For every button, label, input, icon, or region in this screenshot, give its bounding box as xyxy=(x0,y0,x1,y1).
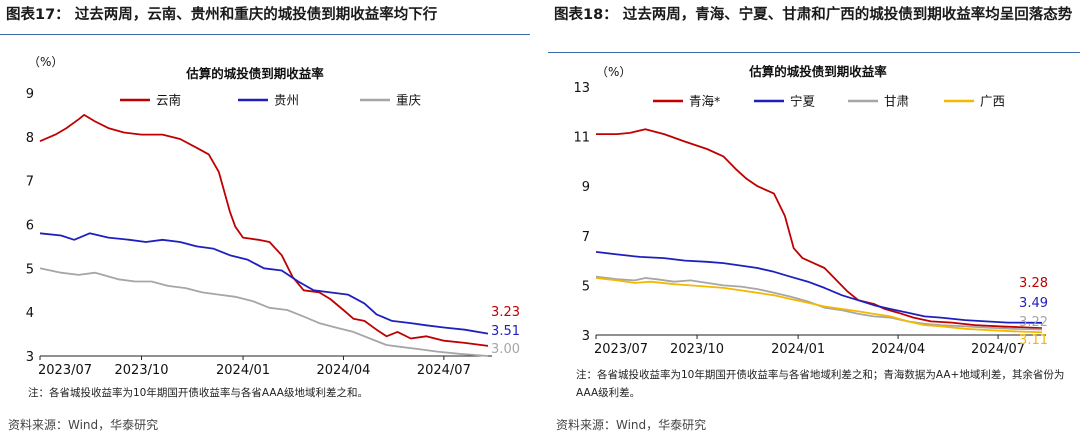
y-tick-label: 11 xyxy=(573,131,590,146)
legend-label: 宁夏 xyxy=(790,94,816,109)
series-line xyxy=(39,267,489,357)
series-line xyxy=(595,275,1043,331)
y-tick-label: 7 xyxy=(26,175,34,190)
series-end-label: 3.28 xyxy=(1019,276,1048,291)
x-tick-label: 2024/01 xyxy=(216,363,270,378)
series-line xyxy=(595,277,1043,334)
y-tick-label: 6 xyxy=(26,219,34,234)
chart-source: 资料来源：Wind，华泰研究 xyxy=(556,418,707,432)
series-line xyxy=(39,232,489,335)
x-tick-label: 2023/07 xyxy=(38,363,92,378)
y-tick-label: 7 xyxy=(582,230,590,245)
legend-label: 广西 xyxy=(980,94,1005,109)
series-end-label: 3.51 xyxy=(491,324,520,339)
series-end-label: 3.22 xyxy=(1019,315,1048,330)
y-tick-label: 9 xyxy=(26,87,34,102)
y-tick-label: 5 xyxy=(582,279,590,294)
series-end-label: 3.00 xyxy=(491,342,520,357)
figure-title: 图表17： 过去两周，云南、贵州和重庆的城投债到期收益率均下行 xyxy=(6,7,438,23)
y-tick-label: 9 xyxy=(582,180,590,195)
y-axis-unit-label: （%） xyxy=(596,65,631,79)
y-tick-label: 4 xyxy=(26,306,34,321)
y-tick-label: 8 xyxy=(26,131,34,146)
figure-17-panel: 图表17： 过去两周，云南、贵州和重庆的城投债到期收益率均下行 估算的城投债到期… xyxy=(0,0,530,439)
x-tick-label: 2024/07 xyxy=(971,342,1025,357)
title-divider xyxy=(548,52,1080,53)
y-tick-label: 5 xyxy=(26,262,34,277)
series-end-label: 3.49 xyxy=(1019,296,1048,311)
legend-label: 云南 xyxy=(156,93,181,108)
y-tick-label: 3 xyxy=(26,350,34,365)
series-line xyxy=(595,251,1043,324)
x-tick-label: 2024/07 xyxy=(417,363,471,378)
y-tick-label: 3 xyxy=(582,329,590,344)
series-end-label: 3.23 xyxy=(491,305,520,320)
x-tick-label: 2023/10 xyxy=(670,342,724,357)
x-tick-label: 2023/10 xyxy=(115,363,169,378)
series-line xyxy=(596,128,1043,329)
legend-label: 青海* xyxy=(689,94,720,109)
legend-label: 贵州 xyxy=(274,93,299,108)
legend-label: 甘肃 xyxy=(884,94,909,109)
chart-note: 注：各省城投收益率为10年期国开债收益率与各省AAA级地域利差之和。 xyxy=(28,387,368,399)
y-axis-unit-label: （%） xyxy=(28,55,63,69)
x-tick-label: 2023/07 xyxy=(594,342,648,357)
series-end-label: 3.11 xyxy=(1019,333,1048,348)
x-tick-label: 2024/01 xyxy=(771,342,825,357)
x-tick-label: 2024/04 xyxy=(871,342,925,357)
chart-source: 资料来源：Wind，华泰研究 xyxy=(8,418,159,432)
chart-figure-17: 估算的城投债到期收益率 （%） 3 4 5 6 7 8 9 2023/07 2023/10 2024/… xyxy=(26,55,520,378)
figure-title: 图表18： 过去两周，青海、宁夏、甘肃和广西的城投债到期收益率均呈回落态势 xyxy=(554,7,1073,23)
chart-note: 注：各省城投收益率为10年期国开债收益率与各省地域利差之和；青海数据为AA+地域… xyxy=(576,369,1065,399)
title-divider xyxy=(0,34,530,35)
figure-18-panel: 图表18： 过去两周，青海、宁夏、甘肃和广西的城投债到期收益率均呈回落态势 估算… xyxy=(548,0,1080,439)
chart-figure-18: 估算的城投债到期收益率 （%） 3 5 7 9 11 13 2023/07 2023/10 2024… xyxy=(573,64,1048,357)
legend-label: 重庆 xyxy=(396,93,422,108)
series-line xyxy=(39,114,489,347)
chart-title: 估算的城投债到期收益率 xyxy=(185,66,324,81)
chart-title: 估算的城投债到期收益率 xyxy=(748,64,887,79)
x-tick-label: 2024/04 xyxy=(316,363,370,378)
y-tick-label: 13 xyxy=(573,81,590,96)
